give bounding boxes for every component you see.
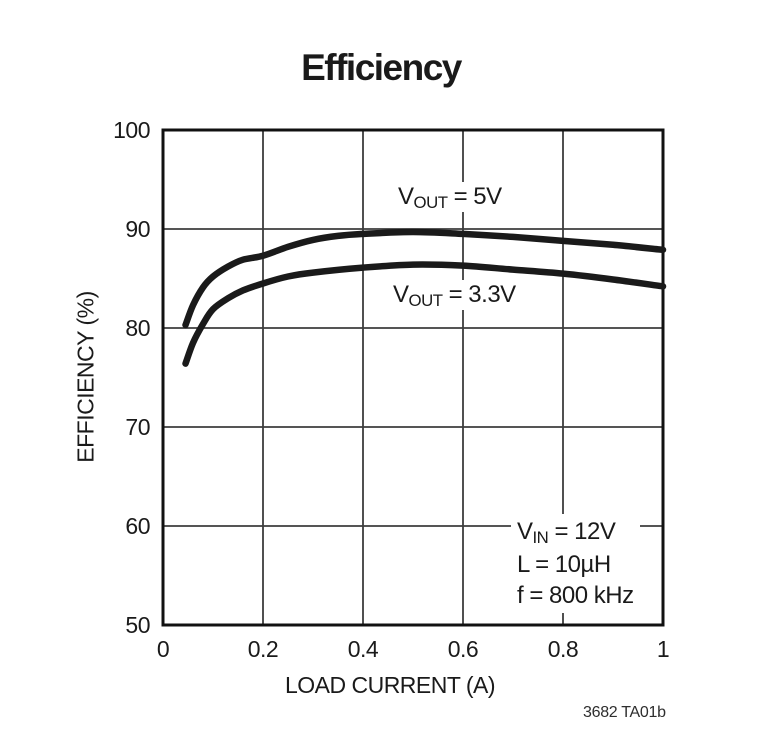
condition-vin-sub: IN [532, 527, 549, 547]
condition-vin: VIN = 12V [517, 516, 634, 549]
condition-vin-post: = 12V [548, 518, 616, 545]
efficiency-curve-3v3 [182, 261, 667, 367]
efficiency-curve-5v [182, 228, 667, 329]
curve-label-3v3-pre: V [393, 281, 409, 308]
x-tick-label-0: 0 [156, 636, 170, 662]
curve-label-5v-post: = 5V [447, 183, 503, 210]
condition-inductor: L = 10µH [517, 551, 611, 578]
curve-label-5v-sub: OUT [413, 192, 448, 212]
x-tick-label-0.2: 0.2 [247, 636, 279, 662]
plot-border [161, 128, 665, 627]
y-tick-label-50: 50 [125, 612, 150, 638]
y-tick-label-100: 100 [113, 117, 150, 143]
y-tick-label-60: 60 [125, 513, 150, 539]
curve-label-vout-5v: VOUT = 5V [394, 182, 506, 212]
y-axis-label: EFFICIENCY (%) [72, 291, 99, 463]
x-axis-label: LOAD CURRENT (A) [284, 672, 496, 698]
condition-frequency: f = 800 kHz [517, 582, 634, 609]
condition-vin-pre: V [517, 518, 533, 545]
y-tick-label-80: 80 [125, 315, 150, 341]
x-tick-label-0.8: 0.8 [547, 636, 579, 662]
y-tick-label-70: 70 [125, 414, 150, 440]
figure-code: 3682 TA01b [583, 704, 666, 721]
x-tick-label-1: 1 [656, 636, 670, 662]
curve-label-vout-3v3: VOUT = 3.3V [389, 280, 520, 310]
x-tick-label-0.4: 0.4 [347, 636, 379, 662]
test-conditions-annotation: VIN = 12V L = 10µH f = 800 kHz [511, 514, 640, 613]
curve-label-5v-pre: V [398, 183, 414, 210]
chart-title: Efficiency [301, 47, 462, 88]
curve-label-3v3-sub: OUT [408, 290, 443, 310]
x-tick-label-0.6: 0.6 [447, 636, 479, 662]
curve-label-3v3-post: = 3.3V [442, 281, 517, 308]
y-tick-label-90: 90 [125, 216, 150, 242]
